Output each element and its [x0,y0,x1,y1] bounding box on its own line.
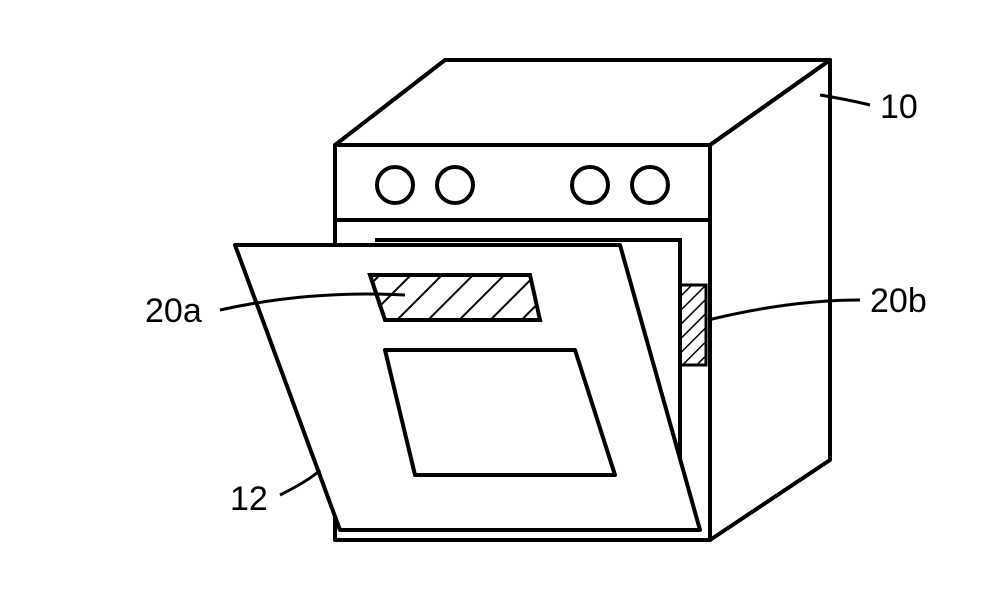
patch-20a [370,275,540,320]
oven-side-face [710,60,830,540]
leader-20b [708,300,860,320]
leader-10 [820,95,870,105]
oven-top-face [335,60,830,145]
label-12: 12 [230,480,268,519]
control-knobs [377,167,668,203]
label-20a: 20a [145,292,202,331]
diagram-container: 10 20b 20a 12 [0,0,1000,593]
patch-20b [680,285,706,365]
leader-12 [280,470,320,495]
label-20b: 20b [870,282,927,321]
label-10: 10 [880,88,918,127]
